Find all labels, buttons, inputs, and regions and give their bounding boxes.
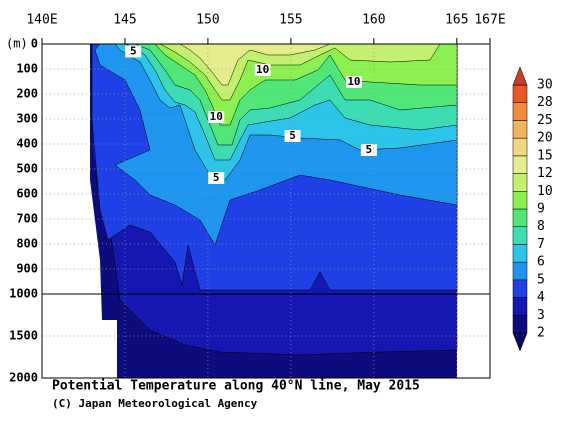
colorbar-band [512, 261, 528, 281]
contour-label: 5 [213, 171, 220, 184]
colorbar-label: 8 [537, 219, 545, 234]
y-tick-label: 1500 [9, 329, 38, 343]
plot-frame [41, 43, 491, 379]
colorbar-over [512, 66, 528, 86]
colorbar-label: 12 [537, 166, 553, 181]
colorbar-band [512, 315, 528, 334]
colorbar-under [512, 332, 528, 352]
colorbar-label: 30 [537, 78, 553, 93]
colorbar-band [512, 84, 528, 103]
y-tick-label: 300 [16, 112, 38, 126]
contour-label-box [284, 130, 301, 142]
y-tick-label: 700 [16, 212, 38, 226]
colorbar-label: 2 [537, 326, 545, 341]
field [90, 43, 458, 378]
credit: (C) Japan Meteorological Agency [52, 397, 258, 410]
colorbar-band [512, 226, 528, 245]
colorbar-band [512, 208, 528, 227]
colorbar-label: 28 [537, 95, 553, 110]
colorbar-band [512, 244, 528, 263]
colorbar-label: 5 [537, 272, 545, 287]
x-tick-label: 140E [26, 13, 57, 28]
y-tick-label: 400 [16, 137, 38, 151]
colorbar-band [512, 155, 528, 174]
contour-label: 10 [256, 63, 269, 76]
contour-label: 10 [347, 75, 360, 88]
colorbar-label: 7 [537, 237, 545, 252]
y-tick-label: 2000 [9, 371, 38, 385]
x-tick-label: 150 [196, 13, 219, 28]
colorbar-band [512, 102, 528, 121]
colorbar-label: 25 [537, 113, 553, 128]
colorbar-label: 9 [537, 202, 545, 217]
y-axis-label: (m) [6, 37, 28, 51]
contour-label-box [254, 64, 271, 76]
y-tick-label: 1000 [9, 287, 38, 301]
contour-label-box [360, 144, 377, 156]
colorbar-band [512, 279, 528, 298]
temperature-region [179, 43, 331, 86]
x-tick-label: 155 [279, 13, 302, 28]
colorbar-band [512, 191, 528, 210]
colorbar-label: 3 [537, 308, 545, 323]
contour-label-box [208, 172, 225, 184]
colorbar-band [512, 120, 528, 139]
x-tick-label: 167E [474, 13, 505, 28]
colorbar-band [512, 137, 528, 157]
y-tick-label: 200 [16, 87, 38, 101]
colorbar-label: 10 [537, 184, 553, 199]
x-tick-label: 165 [445, 13, 468, 28]
contour-label-box [125, 45, 142, 58]
colorbar-band [512, 173, 528, 192]
x-tick-label: 160 [362, 13, 385, 28]
colorbar-label: 4 [537, 290, 545, 305]
contour-label: 10 [210, 110, 223, 123]
contour-label: 5 [130, 45, 137, 58]
y-tick-label: 0 [31, 37, 38, 51]
colorbar-band [512, 297, 528, 316]
contour-label-box [208, 111, 225, 123]
y-tick-label: 800 [16, 237, 38, 251]
contour-label: 5 [366, 143, 373, 156]
chart-title: Potential Temperature along 40°N line, M… [52, 379, 420, 394]
y-tick-label: 100 [16, 62, 38, 76]
x-tick-label: 145 [113, 13, 136, 28]
y-tick-label: 500 [16, 162, 38, 176]
colorbar-label: 20 [537, 131, 553, 146]
colorbar-label: 15 [537, 148, 553, 163]
contour-label-box [345, 76, 362, 88]
y-tick-label: 600 [16, 187, 38, 201]
colorbar-label: 6 [537, 255, 545, 270]
contour-label: 5 [289, 129, 296, 142]
y-tick-label: 900 [16, 262, 38, 276]
